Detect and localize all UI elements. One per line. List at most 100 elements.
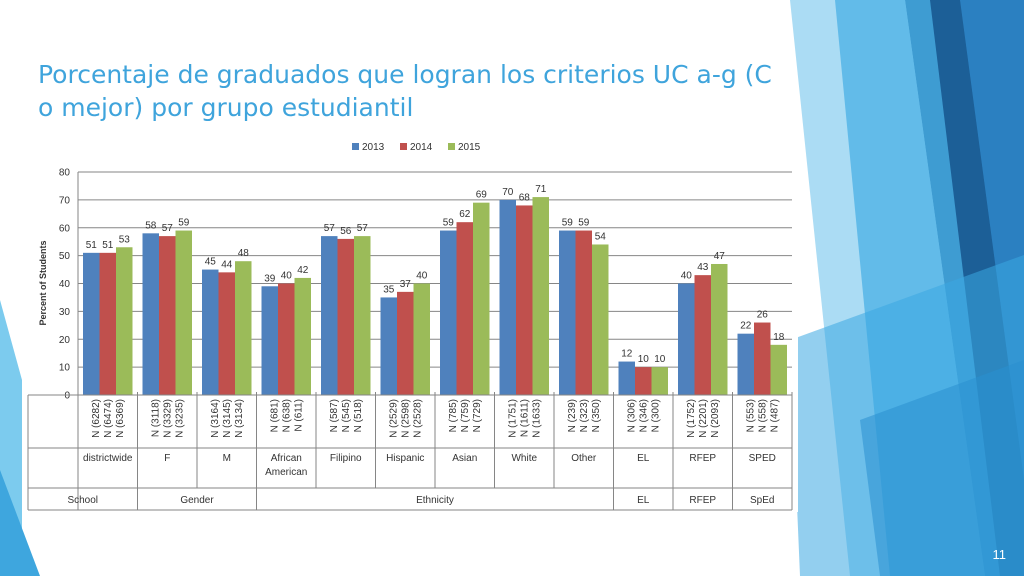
y-tick-label: 40 [59, 279, 71, 290]
bar [380, 297, 397, 395]
bar [618, 361, 635, 395]
bar [413, 283, 430, 395]
n-label: N (2528) [412, 399, 423, 438]
bar [456, 222, 473, 395]
legend: 2013 2014 2015 [352, 142, 481, 153]
bar-chart: 2013 2014 2015 0 10 20 30 40 50 60 70 80 Percent o… [22, 132, 798, 512]
data-label: 43 [697, 262, 709, 273]
bar [337, 238, 354, 395]
data-label: 45 [205, 257, 217, 268]
n-label: N (518) [353, 399, 364, 432]
data-label: 37 [400, 279, 412, 290]
legend-label-0: 2013 [362, 142, 385, 153]
n-label: N (1611) [519, 399, 530, 437]
bar [218, 272, 235, 395]
n-label: N (1633) [531, 399, 542, 438]
n-label: N (300) [650, 399, 661, 432]
n-label: N (3145) [222, 399, 233, 438]
data-label: 22 [740, 321, 752, 332]
n-label: N (558) [757, 399, 768, 432]
bar [159, 236, 176, 395]
data-label: 59 [443, 218, 455, 229]
category-label: M [223, 453, 231, 464]
y-tick-label: 50 [59, 251, 71, 262]
bar [754, 322, 771, 395]
n-label: N (785) [448, 399, 459, 432]
y-tick-label: 10 [59, 363, 71, 374]
category-label: SPED [749, 453, 776, 464]
data-label: 40 [281, 271, 293, 282]
category-label: districtwide [83, 453, 133, 464]
n-label: N (681) [269, 399, 280, 432]
n-label: N (3164) [210, 399, 221, 438]
n-label: N (2598) [400, 399, 411, 438]
data-label: 39 [264, 273, 276, 284]
data-label: 35 [383, 284, 395, 295]
category-label: American [265, 467, 307, 478]
group-label: RFEP [689, 495, 716, 506]
category-label: RFEP [689, 453, 716, 464]
bar [294, 277, 311, 395]
bar [175, 230, 192, 395]
bar [278, 283, 295, 395]
category-label: Filipino [330, 453, 362, 464]
bar [473, 202, 490, 395]
y-tick-label: 80 [59, 168, 71, 179]
n-label: N (2093) [710, 399, 721, 438]
bars [83, 197, 787, 395]
legend-swatch-2 [448, 143, 455, 150]
legend-swatch-0 [352, 143, 359, 150]
bar [499, 199, 516, 395]
data-labels: 51 51 53 58 57 59 45 44 48 39 40 42 57 56 57 35 37 40 59 62… [86, 184, 785, 365]
n-label: N (759) [460, 399, 471, 432]
bar [592, 244, 609, 395]
bar [397, 291, 414, 395]
data-label: 57 [324, 223, 336, 234]
data-label: 59 [178, 218, 190, 229]
y-axis-ticks: 0 10 20 30 40 50 60 70 80 [59, 168, 71, 402]
n-label: N (729) [472, 399, 483, 432]
slide-title: Porcentaje de graduados que logran los c… [38, 60, 772, 122]
legend-label-2: 2015 [458, 142, 481, 153]
n-label: N (1752) [686, 399, 697, 438]
group-label: SpEd [750, 495, 774, 506]
data-label: 10 [654, 354, 666, 365]
n-label: N (6369) [115, 399, 126, 438]
n-label: N (6282) [91, 399, 102, 438]
category-label: Asian [452, 453, 477, 464]
category-label: EL [637, 453, 650, 464]
category-label: F [164, 453, 170, 464]
y-tick-label: 30 [59, 307, 71, 318]
bar [354, 236, 371, 395]
bar [694, 275, 711, 395]
data-label: 53 [119, 234, 131, 245]
data-label: 71 [535, 184, 547, 195]
data-label: 58 [145, 220, 157, 231]
bar [711, 263, 728, 395]
bar [261, 286, 278, 395]
bar [142, 233, 159, 395]
slide-number: 11 [992, 547, 1007, 562]
data-label: 10 [638, 354, 650, 365]
legend-swatch-1 [400, 143, 407, 150]
y-tick-label: 0 [64, 391, 70, 402]
n-label: N (2529) [388, 399, 399, 438]
bar [559, 230, 576, 395]
n-label: N (2201) [698, 399, 709, 438]
data-label: 54 [595, 231, 607, 242]
bar [235, 261, 252, 395]
bar [99, 252, 116, 395]
data-label: 57 [357, 223, 369, 234]
data-label: 59 [562, 218, 574, 229]
n-label: N (3329) [162, 399, 173, 438]
data-label: 40 [681, 271, 693, 282]
data-label: 40 [416, 271, 428, 282]
group-label: Ethnicity [416, 495, 454, 506]
n-label: N (239) [567, 399, 578, 432]
data-label: 26 [757, 310, 769, 321]
category-table: N (6282) N (6474) N (6369) districtwide N (3… [27, 172, 793, 511]
n-label: N (1751) [507, 399, 518, 438]
n-label: N (587) [329, 399, 340, 432]
bar [532, 197, 549, 395]
